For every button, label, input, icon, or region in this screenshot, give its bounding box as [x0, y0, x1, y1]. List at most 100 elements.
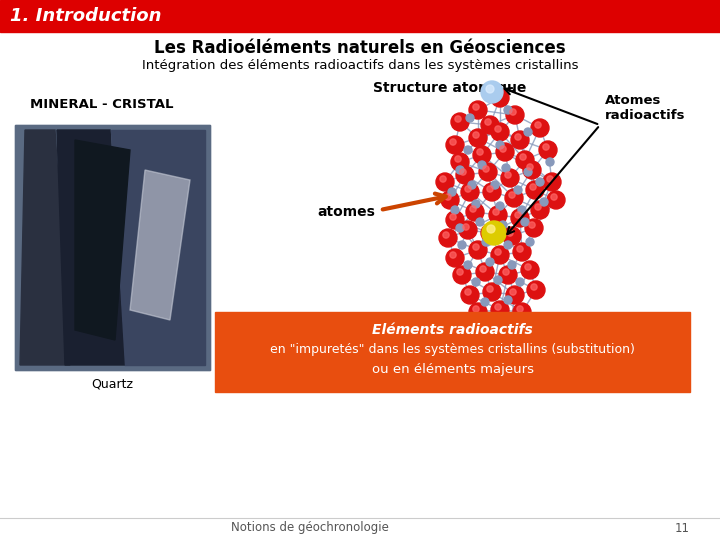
Circle shape: [491, 181, 499, 189]
Circle shape: [510, 109, 516, 115]
Circle shape: [487, 286, 493, 292]
Circle shape: [465, 289, 471, 295]
Circle shape: [481, 224, 499, 242]
Circle shape: [455, 156, 461, 162]
Circle shape: [476, 263, 494, 281]
Circle shape: [470, 206, 476, 212]
Circle shape: [456, 166, 474, 184]
Circle shape: [469, 303, 487, 321]
Circle shape: [494, 276, 502, 284]
Circle shape: [535, 122, 541, 128]
Circle shape: [509, 192, 515, 198]
Circle shape: [450, 139, 456, 145]
Text: Quartz: Quartz: [91, 377, 133, 390]
Circle shape: [523, 161, 541, 179]
Circle shape: [539, 141, 557, 159]
Circle shape: [491, 246, 509, 264]
Polygon shape: [111, 130, 205, 365]
Circle shape: [505, 172, 511, 178]
Circle shape: [487, 336, 505, 354]
Circle shape: [524, 168, 532, 176]
Circle shape: [495, 304, 501, 310]
Circle shape: [456, 166, 464, 174]
Polygon shape: [57, 130, 125, 365]
Circle shape: [521, 218, 529, 226]
Circle shape: [487, 186, 493, 192]
Circle shape: [483, 183, 501, 201]
Circle shape: [466, 114, 474, 122]
Circle shape: [527, 164, 533, 170]
Bar: [215, 312, 690, 392]
Circle shape: [506, 106, 524, 124]
Circle shape: [473, 146, 491, 164]
Circle shape: [505, 322, 511, 328]
Circle shape: [473, 104, 479, 110]
Circle shape: [450, 252, 456, 258]
Circle shape: [520, 154, 526, 160]
Circle shape: [450, 214, 456, 220]
Circle shape: [472, 278, 480, 286]
Circle shape: [536, 178, 544, 186]
Circle shape: [491, 123, 509, 141]
Circle shape: [473, 132, 479, 138]
Circle shape: [455, 116, 461, 122]
Polygon shape: [130, 170, 190, 320]
Text: Eléments radioactifs: Eléments radioactifs: [372, 323, 533, 337]
Circle shape: [458, 241, 466, 249]
Circle shape: [439, 229, 457, 247]
Circle shape: [481, 298, 489, 306]
Circle shape: [514, 186, 522, 194]
Circle shape: [469, 101, 487, 119]
Circle shape: [511, 209, 529, 227]
Circle shape: [531, 201, 549, 219]
Circle shape: [451, 153, 469, 171]
Text: MINERAL - CRISTAL: MINERAL - CRISTAL: [30, 98, 174, 111]
Bar: [15, 125, 210, 370]
Circle shape: [508, 261, 516, 269]
Circle shape: [517, 246, 523, 252]
Circle shape: [478, 161, 486, 169]
Circle shape: [518, 206, 526, 214]
Circle shape: [465, 186, 471, 192]
Circle shape: [453, 266, 471, 284]
Circle shape: [483, 166, 489, 172]
Circle shape: [463, 224, 469, 230]
Circle shape: [480, 266, 486, 272]
Circle shape: [491, 89, 509, 107]
Circle shape: [476, 218, 484, 226]
Circle shape: [513, 243, 531, 261]
Text: Les Radioéléments naturels en Géosciences: Les Radioéléments naturels en Géoscience…: [154, 39, 566, 57]
Circle shape: [496, 141, 504, 149]
Circle shape: [457, 269, 463, 275]
Text: atomes: atomes: [317, 205, 375, 219]
Circle shape: [461, 286, 479, 304]
Circle shape: [490, 314, 498, 322]
Circle shape: [510, 289, 516, 295]
Circle shape: [436, 173, 454, 191]
Text: Atomes
radioactifs: Atomes radioactifs: [605, 94, 685, 122]
Circle shape: [478, 321, 496, 339]
Circle shape: [526, 181, 544, 199]
Circle shape: [516, 151, 534, 169]
Circle shape: [547, 176, 553, 182]
Circle shape: [456, 224, 464, 232]
Circle shape: [525, 219, 543, 237]
Circle shape: [515, 134, 521, 140]
Circle shape: [504, 106, 512, 114]
Circle shape: [489, 206, 507, 224]
Circle shape: [466, 203, 484, 221]
Circle shape: [503, 227, 521, 245]
Circle shape: [524, 128, 532, 136]
Circle shape: [543, 173, 561, 191]
Circle shape: [451, 206, 459, 214]
Circle shape: [473, 244, 479, 250]
Circle shape: [445, 194, 451, 200]
Circle shape: [551, 194, 557, 200]
Circle shape: [530, 184, 536, 190]
Circle shape: [481, 116, 499, 134]
Circle shape: [491, 339, 497, 345]
Bar: [15, 125, 210, 370]
Text: Structure atomique: Structure atomique: [373, 81, 527, 95]
Circle shape: [477, 149, 483, 155]
Circle shape: [504, 241, 512, 249]
